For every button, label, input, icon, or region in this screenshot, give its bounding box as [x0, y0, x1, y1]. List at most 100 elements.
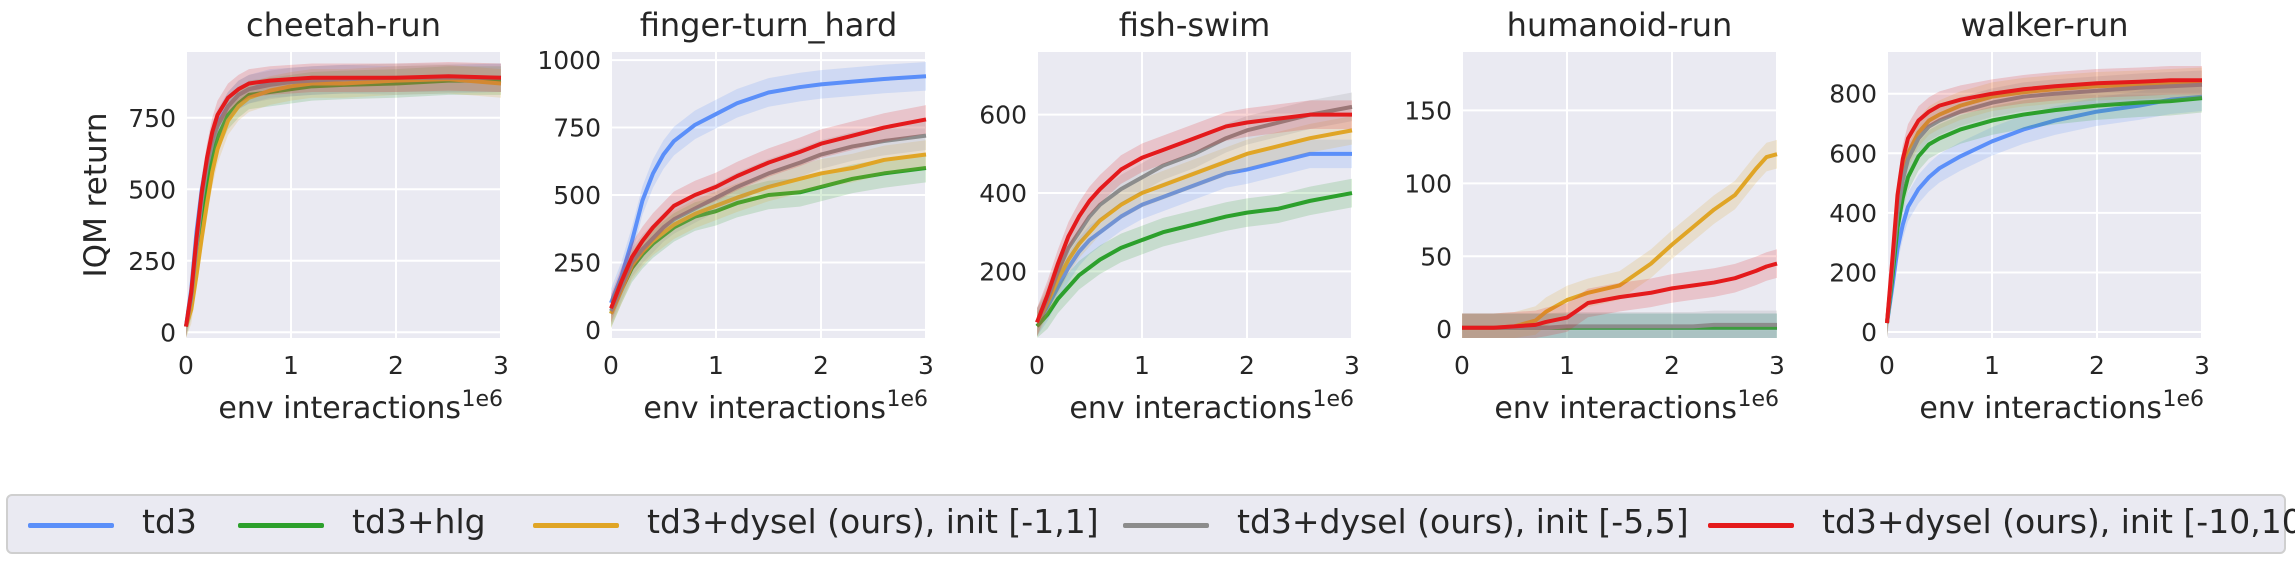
- series-band-td3: [186, 63, 501, 338]
- x-tick-label: 2: [813, 351, 829, 380]
- y-tick-label: 800: [1829, 80, 1877, 109]
- x-axis-scale: 1e6: [886, 387, 928, 412]
- series-band-td3-hlg: [186, 66, 501, 339]
- series-line-td3-dysel-ours-init-1-1: [184, 77, 502, 328]
- series-band-td3-hlg: [1037, 178, 1352, 338]
- y-tick-label: 200: [1829, 258, 1877, 287]
- x-axis-scale: 1e6: [2162, 387, 2204, 412]
- y-tick-label: 100: [1404, 169, 1452, 198]
- x-axis-label: env interactions: [1494, 391, 1737, 426]
- y-tick-label: 500: [553, 181, 601, 210]
- y-tick-label: 0: [585, 316, 601, 345]
- y-tick-label: 1000: [537, 46, 601, 75]
- series-line-td3-dysel-ours-init-10-10: [1885, 78, 2202, 324]
- series-line-td3: [609, 74, 927, 304]
- panel-title-fish-swim: fish-swim: [1119, 6, 1271, 44]
- panel-title-humanoid-run: humanoid-run: [1507, 6, 1733, 44]
- panel-title-cheetah-run: cheetah-run: [246, 6, 441, 44]
- series-line-td3-dysel-ours-init-1-1: [1462, 152, 1778, 330]
- series-band-td3: [611, 61, 926, 318]
- series-line-td3-dysel-ours-init-10-10: [184, 74, 502, 327]
- y-tick-label: 0: [160, 318, 176, 347]
- series-band-td3-dysel-ours-init-10-10: [186, 62, 501, 338]
- x-tick-label: 1: [1984, 351, 2000, 380]
- x-tick-label: 3: [2194, 351, 2210, 380]
- x-tick-label: 3: [1344, 351, 1360, 380]
- x-tick-label: 1: [708, 351, 724, 380]
- legend-label-dysel-10: td3+dysel (ours), init [-10,10]: [1822, 502, 2295, 541]
- x-axis-label: env interactions: [1069, 391, 1312, 426]
- x-axis-label: env interactions: [1919, 391, 2162, 426]
- x-tick-label: 1: [1559, 351, 1575, 380]
- series-band-td3-dysel-ours-init-5-5: [186, 63, 501, 338]
- y-tick-label: 600: [1829, 139, 1877, 168]
- series-line-td3-dysel-ours-init-10-10: [609, 117, 927, 310]
- y-tick-label: 400: [979, 179, 1027, 208]
- legend-swatch-td3: [28, 523, 114, 528]
- x-tick-label: 2: [1664, 351, 1680, 380]
- series-band-td3-dysel-ours-init-10-10: [1037, 100, 1352, 337]
- y-tick-label: 200: [979, 257, 1027, 286]
- series-band-td3-dysel-ours-init-1-1: [186, 64, 501, 339]
- legend-swatch-dysel-10: [1708, 523, 1794, 528]
- y-tick-label: 750: [553, 114, 601, 143]
- series-line-td3-dysel-ours-init-5-5: [609, 133, 927, 312]
- series-line-td3: [1035, 151, 1352, 324]
- series-line-td3-dysel-ours-init-10-10: [1035, 112, 1352, 324]
- x-axis-scale: 1e6: [461, 387, 503, 412]
- legend-swatch-td3-hlg: [238, 523, 324, 528]
- panel-title-finger-turn-hard: finger-turn_hard: [640, 6, 898, 44]
- x-axis-label: env interactions: [643, 391, 886, 426]
- plot-area-walker-run: [1887, 52, 2202, 338]
- x-tick-label: 3: [918, 351, 934, 380]
- plot-area-cheetah-run: [186, 52, 501, 338]
- series-line-td3-hlg: [1035, 191, 1353, 328]
- x-axis-label: env interactions: [218, 391, 461, 426]
- y-axis-label: IQM return: [78, 113, 114, 278]
- x-tick-label: 1: [283, 351, 299, 380]
- series-line-td3-hlg: [1885, 96, 2203, 324]
- series-band-td3-dysel-ours-init-5-5: [1887, 70, 2202, 338]
- y-tick-label: 150: [1404, 96, 1452, 125]
- plot-area-fish-swim: [1037, 52, 1352, 338]
- y-tick-label: 400: [1829, 199, 1877, 228]
- y-tick-label: 0: [1861, 318, 1877, 347]
- y-tick-label: 250: [553, 248, 601, 277]
- legend-label-dysel-5: td3+dysel (ours), init [-5,5]: [1237, 502, 1689, 541]
- x-tick-label: 2: [1239, 351, 1255, 380]
- series-band-td3: [1887, 82, 2202, 338]
- y-tick-label: 600: [979, 101, 1027, 130]
- legend-swatch-dysel-5: [1123, 523, 1209, 528]
- panel-title-walker-run: walker-run: [1960, 6, 2128, 44]
- series-band-td3-hlg: [1887, 83, 2202, 338]
- x-axis-scale: 1e6: [1737, 387, 1779, 412]
- y-tick-label: 500: [128, 175, 176, 204]
- series-line-td3-dysel-ours-init-1-1: [1035, 128, 1353, 324]
- legend-label-td3: td3: [142, 502, 197, 541]
- legend-label-td3-hlg: td3+hlg: [352, 502, 486, 541]
- series-line-td3-dysel-ours-init-5-5: [1885, 82, 2203, 324]
- y-tick-label: 50: [1420, 242, 1452, 271]
- x-tick-label: 2: [2089, 351, 2105, 380]
- series-band-td3: [1037, 139, 1352, 337]
- legend-label-dysel-1: td3+dysel (ours), init [-1,1]: [647, 502, 1099, 541]
- y-tick-label: 0: [1436, 315, 1452, 344]
- x-tick-label: 2: [388, 351, 404, 380]
- x-axis-scale: 1e6: [1312, 387, 1354, 412]
- series-band-td3-dysel-ours-init-1-1: [1887, 67, 2202, 338]
- x-tick-label: 0: [1879, 351, 1895, 380]
- x-tick-label: 3: [1769, 351, 1785, 380]
- y-tick-label: 750: [128, 104, 176, 133]
- plot-area-humanoid-run: [1462, 52, 1777, 338]
- x-tick-label: 0: [178, 351, 194, 380]
- series-band-td3-dysel-ours-init-5-5: [1462, 310, 1777, 338]
- legend-swatch-dysel-1: [533, 523, 619, 528]
- x-tick-label: 0: [1454, 351, 1470, 380]
- series-line-td3: [1885, 94, 2203, 324]
- x-tick-label: 3: [493, 351, 509, 380]
- legend: td3 td3+hlg td3+dysel (ours), init [-1,1…: [6, 494, 2295, 554]
- series-band-td3-dysel-ours-init-10-10: [1462, 249, 1777, 338]
- series-band-td3-dysel-ours-init-5-5: [1037, 92, 1352, 337]
- series-line-td3-dysel-ours-init-10-10: [1462, 261, 1778, 330]
